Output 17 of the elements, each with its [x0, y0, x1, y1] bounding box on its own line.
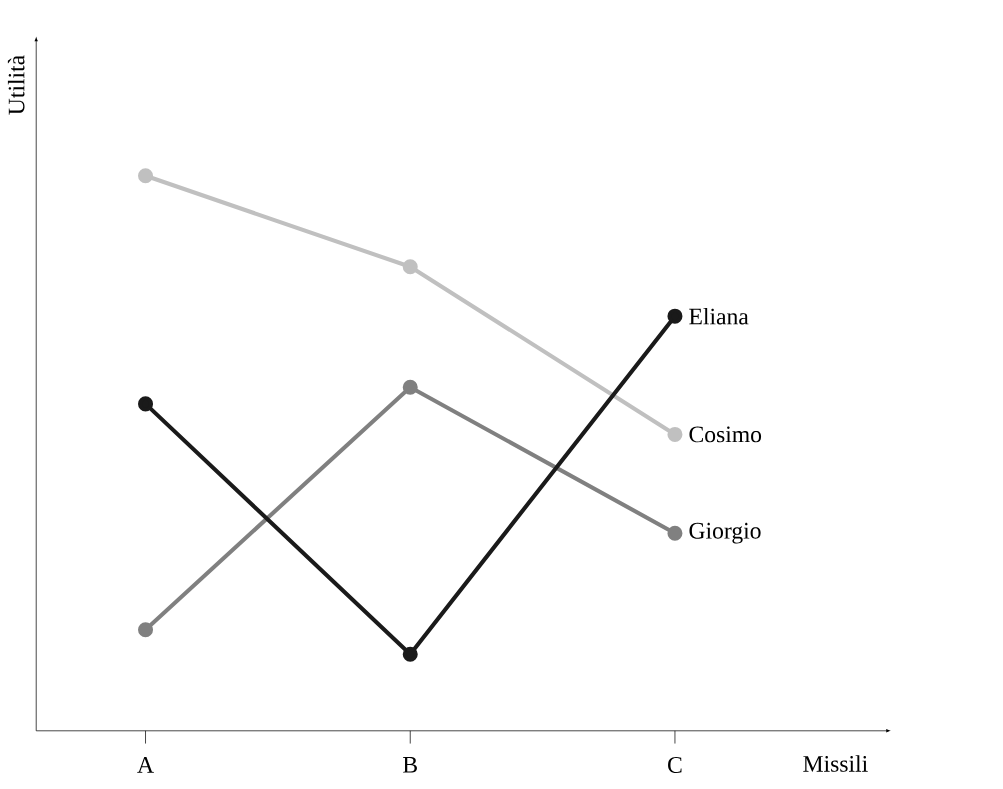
- x-axis-title: Missili: [803, 755, 868, 772]
- point: [402, 379, 418, 395]
- point: [402, 259, 418, 275]
- x-tick-label: A: [137, 757, 154, 773]
- point: [138, 622, 154, 638]
- point: [138, 168, 154, 184]
- series-label: Giorgio: [689, 522, 761, 544]
- series-label: Eliana: [689, 307, 749, 325]
- point: [402, 646, 418, 662]
- point: [138, 396, 154, 412]
- x-tick-label: C: [668, 757, 682, 773]
- x-tick-label: B: [403, 757, 417, 773]
- y-axis-title: Utilità: [7, 55, 25, 115]
- point: [667, 308, 683, 324]
- point: [667, 426, 683, 442]
- point: [667, 525, 683, 541]
- series-label: Cosimo: [689, 426, 762, 443]
